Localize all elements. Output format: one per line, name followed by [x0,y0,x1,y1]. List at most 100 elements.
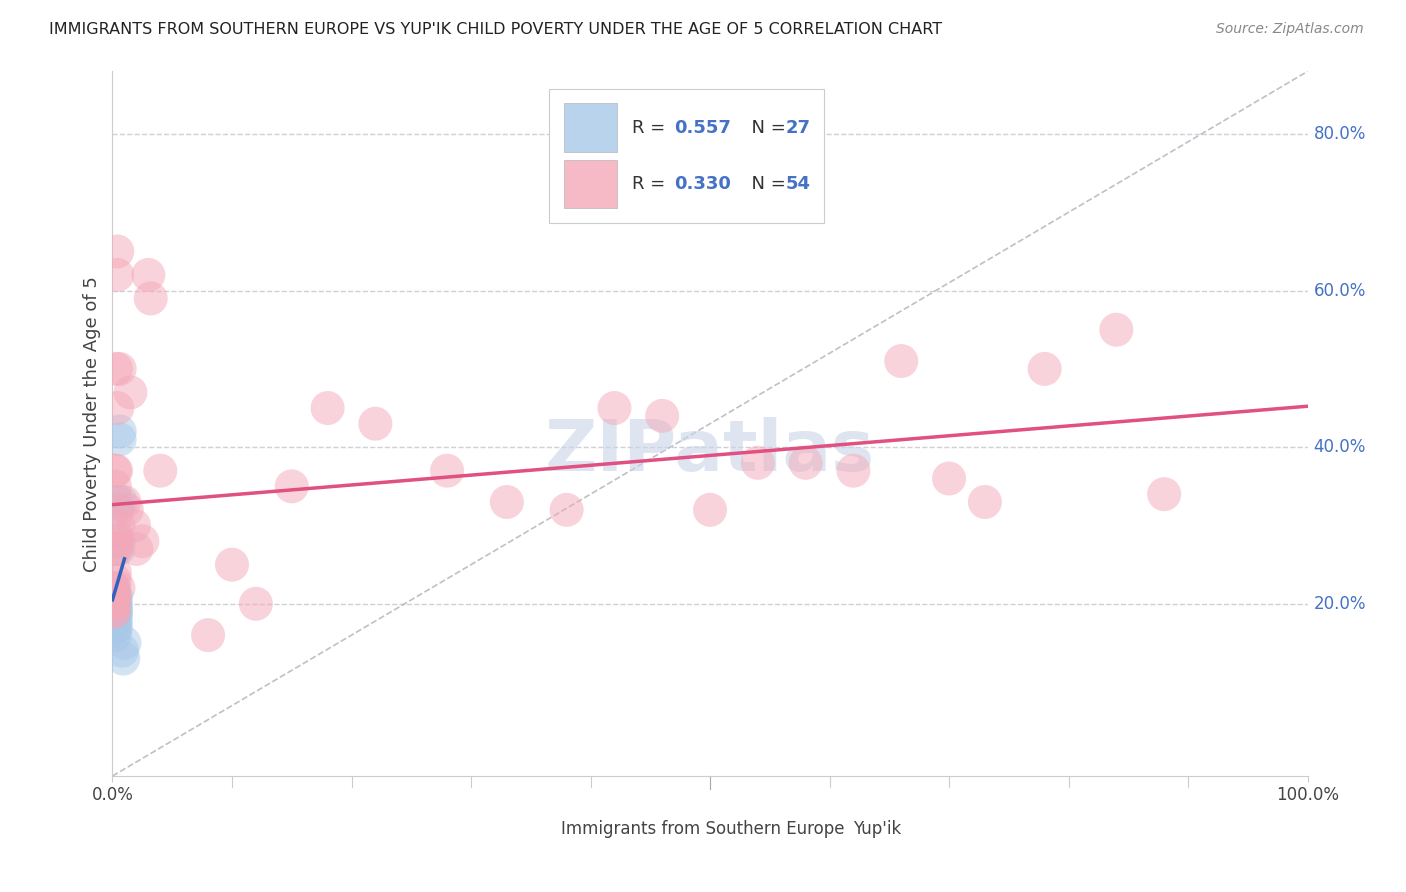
Text: R =: R = [633,119,671,136]
Point [496,495,519,509]
Text: Source: ZipAtlas.com: Source: ZipAtlas.com [1216,22,1364,37]
Point [1153,487,1175,501]
Point [105,464,128,478]
Point [316,401,339,415]
FancyBboxPatch shape [564,103,617,152]
Point [138,268,160,282]
Point [436,464,458,478]
Point [938,471,960,485]
Text: 40.0%: 40.0% [1313,438,1367,456]
Point [105,541,128,556]
Text: 60.0%: 60.0% [1313,282,1367,300]
Point [103,605,125,619]
Text: IMMIGRANTS FROM SOUTHERN EUROPE VS YUP'IK CHILD POVERTY UNDER THE AGE OF 5 CORRE: IMMIGRANTS FROM SOUTHERN EUROPE VS YUP'I… [49,22,942,37]
Point [105,612,128,626]
Point [104,574,127,588]
Text: ZIPatlas: ZIPatlas [546,417,875,486]
Text: 0.330: 0.330 [675,175,731,193]
Point [281,479,304,493]
Point [131,534,153,549]
Point [103,597,125,611]
Point [104,605,127,619]
FancyBboxPatch shape [564,160,617,209]
Point [104,620,127,634]
FancyBboxPatch shape [548,89,824,223]
Point [108,425,131,439]
Point [105,362,128,376]
Point [105,534,128,549]
Point [105,605,128,619]
Point [108,433,131,447]
Point [104,597,127,611]
Text: R =: R = [633,175,671,193]
Point [108,362,131,376]
Point [1033,362,1056,376]
Point [104,566,127,580]
Point [245,597,267,611]
Point [103,581,125,595]
Point [105,401,128,415]
Text: N =: N = [740,175,792,193]
Point [105,605,128,619]
Point [112,651,135,665]
Point [120,385,142,400]
Y-axis label: Child Poverty Under the Age of 5: Child Poverty Under the Age of 5 [83,276,101,572]
Point [125,541,148,556]
Point [111,644,134,658]
Point [107,518,129,533]
Point [890,354,912,368]
Point [104,479,127,493]
Point [139,292,162,306]
Point [114,636,135,650]
Point [104,612,127,626]
Point [555,503,578,517]
Text: 20.0%: 20.0% [1313,595,1367,613]
Point [974,495,997,509]
Text: 54: 54 [786,175,810,193]
Point [651,409,673,423]
Text: Immigrants from Southern Europe: Immigrants from Southern Europe [561,820,844,838]
Point [103,589,125,603]
Text: Yup'ik: Yup'ik [853,820,901,838]
Point [105,268,128,282]
Point [221,558,243,572]
Point [747,456,769,470]
Point [842,464,865,478]
Point [103,605,125,619]
Point [107,534,129,549]
Point [699,503,721,517]
Text: 0.557: 0.557 [675,119,731,136]
Point [197,628,219,642]
Point [105,597,128,611]
Point [149,464,172,478]
FancyBboxPatch shape [515,810,554,845]
Point [107,581,129,595]
Point [104,541,127,556]
Text: 80.0%: 80.0% [1313,125,1367,143]
Point [104,464,127,478]
Point [104,526,127,541]
Point [122,518,145,533]
Text: 27: 27 [786,119,810,136]
Point [107,541,129,556]
FancyBboxPatch shape [810,810,849,845]
Point [364,417,387,431]
Point [105,244,128,259]
Point [103,597,125,611]
Point [104,597,127,611]
Point [110,495,132,509]
Point [103,597,125,611]
Text: N =: N = [740,119,792,136]
Point [603,401,626,415]
Point [115,503,138,517]
Point [105,589,128,603]
Point [104,589,127,603]
Point [104,628,127,642]
Point [105,620,128,634]
Point [794,456,817,470]
Point [103,597,125,611]
Point [1105,323,1128,337]
Point [103,581,125,595]
Point [105,503,128,517]
Point [105,495,128,509]
